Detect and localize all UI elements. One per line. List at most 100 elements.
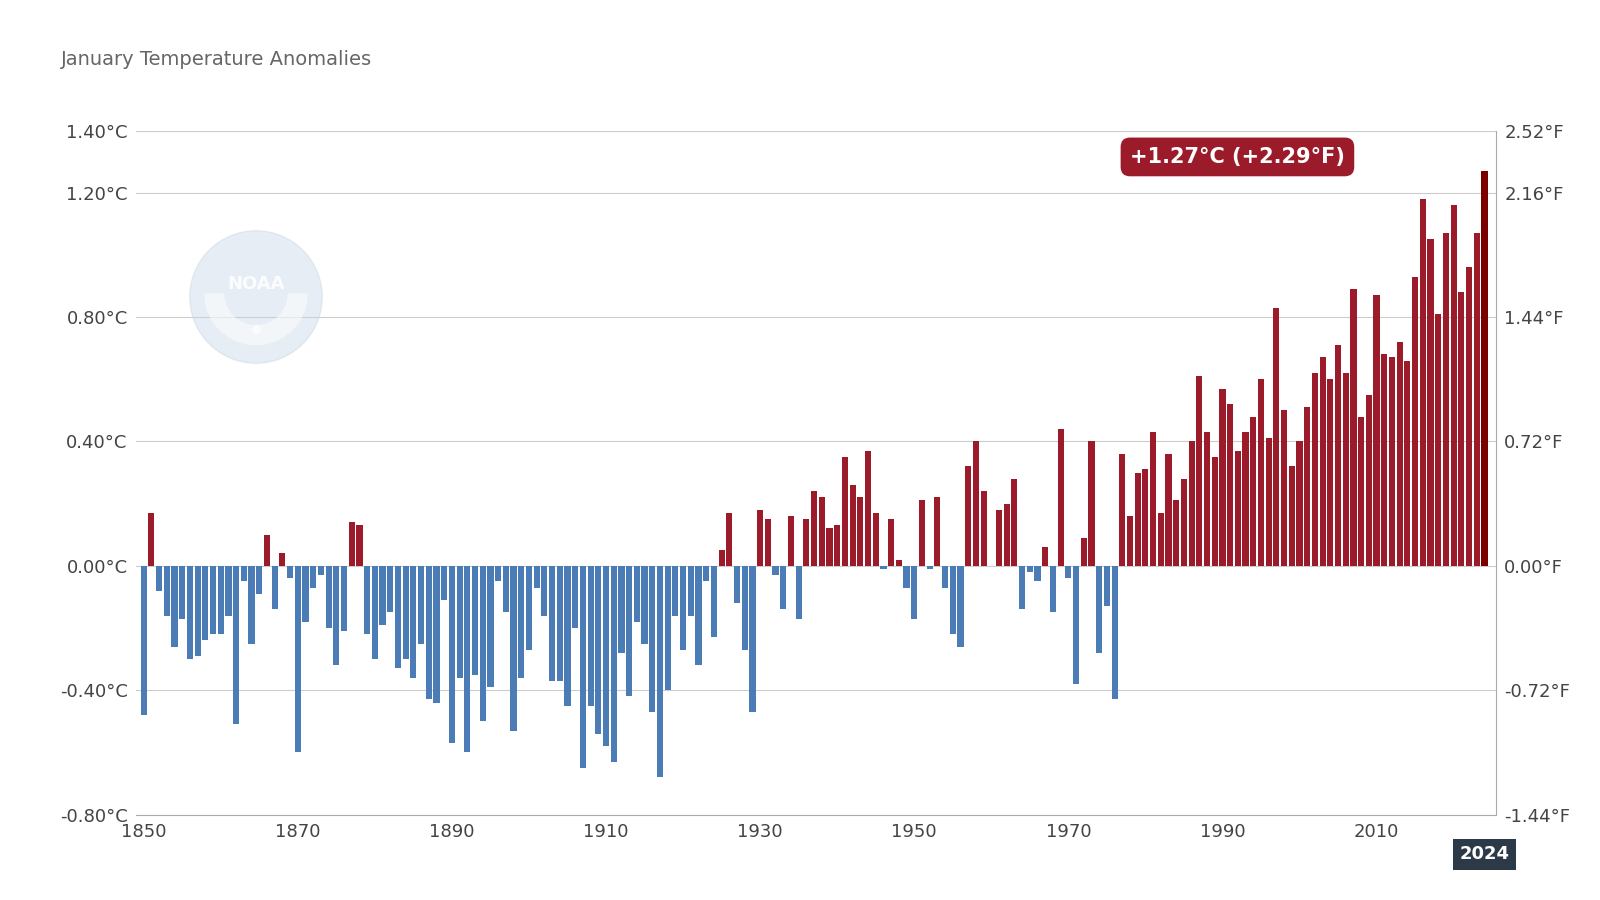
- Bar: [1050, 566, 1056, 612]
- Bar: [387, 566, 394, 612]
- Bar: [1035, 566, 1040, 581]
- Bar: [395, 566, 402, 669]
- Bar: [533, 566, 539, 588]
- Bar: [981, 491, 987, 566]
- Text: Global Land and Ocean: Global Land and Ocean: [61, 0, 494, 7]
- Bar: [357, 526, 363, 566]
- Bar: [634, 566, 640, 622]
- Bar: [472, 566, 478, 675]
- Bar: [226, 566, 232, 616]
- Bar: [549, 566, 555, 680]
- Bar: [1427, 239, 1434, 566]
- Bar: [934, 498, 941, 566]
- Bar: [1189, 441, 1195, 566]
- Bar: [163, 566, 170, 616]
- Bar: [541, 566, 547, 616]
- Bar: [658, 566, 662, 778]
- Bar: [781, 566, 786, 609]
- Bar: [1211, 457, 1218, 566]
- Bar: [1282, 410, 1286, 566]
- Bar: [464, 566, 470, 752]
- Bar: [858, 498, 864, 566]
- Bar: [611, 566, 618, 761]
- Bar: [1288, 466, 1294, 566]
- Bar: [834, 526, 840, 566]
- Bar: [787, 516, 794, 566]
- Bar: [1003, 504, 1010, 566]
- Bar: [565, 566, 571, 706]
- Bar: [488, 566, 493, 687]
- Bar: [819, 498, 826, 566]
- Bar: [957, 566, 963, 646]
- Bar: [187, 566, 194, 659]
- Bar: [1312, 373, 1318, 566]
- Bar: [811, 491, 818, 566]
- Bar: [426, 566, 432, 699]
- Bar: [1112, 566, 1118, 699]
- Bar: [773, 566, 779, 575]
- Bar: [1443, 233, 1450, 566]
- Bar: [618, 566, 624, 652]
- Bar: [795, 566, 802, 618]
- Bar: [418, 566, 424, 644]
- Bar: [234, 566, 240, 724]
- Bar: [1120, 454, 1125, 566]
- Bar: [1466, 267, 1472, 566]
- Bar: [680, 566, 686, 650]
- Bar: [1011, 479, 1018, 566]
- Bar: [1413, 276, 1418, 566]
- Bar: [926, 566, 933, 569]
- Bar: [726, 513, 733, 566]
- Bar: [1080, 538, 1086, 566]
- Bar: [518, 566, 525, 678]
- Bar: [456, 566, 462, 678]
- Wedge shape: [205, 293, 307, 346]
- Bar: [965, 466, 971, 566]
- Bar: [603, 566, 610, 746]
- Bar: [1165, 454, 1171, 566]
- Bar: [450, 566, 454, 743]
- Bar: [286, 566, 293, 578]
- Bar: [318, 566, 325, 575]
- Bar: [1266, 438, 1272, 566]
- Bar: [149, 513, 155, 566]
- Bar: [765, 519, 771, 566]
- Bar: [757, 509, 763, 566]
- Bar: [842, 457, 848, 566]
- Text: 2024: 2024: [1459, 845, 1509, 863]
- Bar: [696, 566, 701, 665]
- Bar: [1066, 566, 1072, 578]
- Bar: [664, 566, 670, 690]
- Bar: [827, 528, 832, 566]
- Bar: [910, 566, 917, 618]
- Bar: [642, 566, 648, 644]
- Bar: [1389, 357, 1395, 566]
- Bar: [880, 566, 886, 569]
- Bar: [710, 566, 717, 637]
- Bar: [896, 560, 902, 566]
- Bar: [333, 566, 339, 665]
- Bar: [1203, 432, 1210, 566]
- Circle shape: [190, 230, 322, 364]
- Bar: [1274, 308, 1280, 566]
- Bar: [294, 566, 301, 752]
- Bar: [573, 566, 578, 628]
- Bar: [442, 566, 448, 600]
- Bar: [742, 566, 747, 650]
- Bar: [1328, 379, 1333, 566]
- Bar: [1350, 289, 1357, 566]
- Bar: [510, 566, 517, 731]
- Bar: [341, 566, 347, 631]
- Bar: [1243, 432, 1248, 566]
- Bar: [248, 566, 254, 644]
- Bar: [171, 566, 178, 646]
- Bar: [1019, 566, 1026, 609]
- Text: +1.27°C (+2.29°F): +1.27°C (+2.29°F): [1130, 147, 1346, 166]
- Bar: [1235, 451, 1242, 566]
- Bar: [626, 566, 632, 697]
- Bar: [1219, 389, 1226, 566]
- Bar: [1250, 417, 1256, 566]
- Bar: [1397, 342, 1403, 566]
- Bar: [1435, 314, 1442, 566]
- Bar: [1150, 432, 1157, 566]
